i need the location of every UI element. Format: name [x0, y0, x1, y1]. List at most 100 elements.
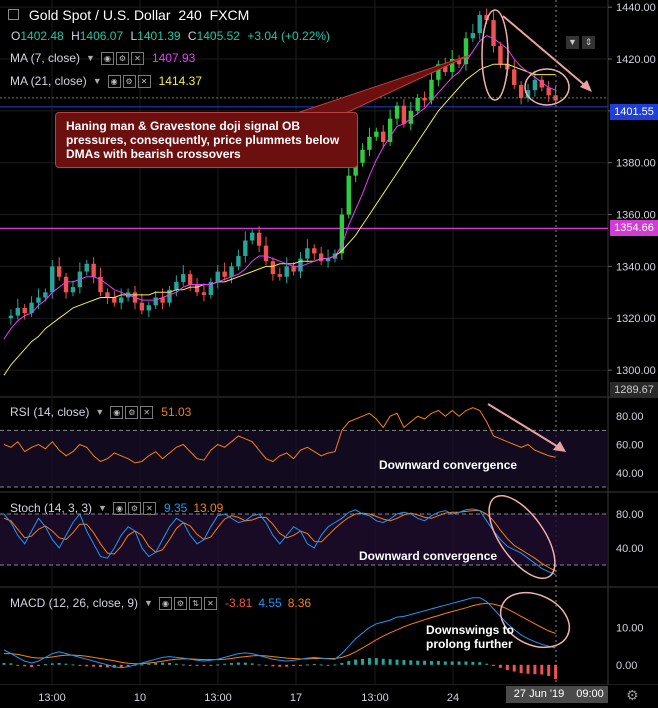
stoch-legend[interactable]: Stoch (14, 3, 3) ▼ ◉ ⚙ ✕ 9.35 13.09: [0, 501, 223, 515]
settings-gear-icon[interactable]: ⚙: [626, 687, 639, 703]
eye-icon[interactable]: ◉: [107, 74, 121, 88]
chevron-down-icon[interactable]: ▼: [86, 53, 95, 63]
macd-histogram-bar: [92, 664, 96, 667]
eye-icon[interactable]: ◉: [110, 405, 124, 419]
candle-body: [401, 105, 407, 124]
eye-icon[interactable]: ◉: [158, 596, 172, 610]
macd-histogram-bar: [512, 664, 516, 672]
candle-body: [305, 248, 310, 259]
macd-histogram-bar: [216, 664, 220, 666]
open-label: O: [11, 29, 21, 43]
eye-icon[interactable]: ◉: [112, 501, 126, 515]
lock-icon[interactable]: ⇅: [188, 596, 202, 610]
macd-histogram-bar: [99, 664, 103, 668]
candle-body: [201, 292, 207, 295]
close-icon[interactable]: ✕: [140, 405, 154, 419]
candle-body: [498, 46, 503, 65]
candle-highlight-ellipse: [481, 9, 509, 101]
candle-body: [463, 38, 469, 65]
candle-body: [367, 136, 372, 150]
macd-line: [3, 597, 556, 669]
candle-body: [146, 305, 151, 311]
macd-histogram-bar: [147, 663, 151, 665]
gear-icon[interactable]: ⚙: [173, 596, 187, 610]
close-icon[interactable]: ✕: [137, 74, 151, 88]
last-price-tag: 1401.55: [610, 104, 658, 120]
macd-histogram-bar: [181, 664, 185, 666]
gear-icon[interactable]: ⚙: [122, 74, 136, 88]
ref-price-tag: 1354.66: [610, 220, 658, 236]
macd-histogram-bar: [498, 664, 502, 668]
rsi-legend[interactable]: RSI (14, close) ▼ ◉ ⚙ ✕ 51.03: [0, 405, 191, 419]
macd-histogram-bar: [519, 664, 523, 674]
bottom-value-tag: 1289.67: [610, 382, 658, 398]
candle-body: [187, 274, 193, 285]
candle-body: [429, 79, 434, 101]
time-tick-label: 13:00: [204, 692, 232, 704]
macd-histogram-bar: [423, 660, 427, 665]
macd-histogram-bar: [526, 664, 530, 674]
candle-body: [167, 289, 172, 303]
macd-label: MACD (12, 26, close, 9): [10, 596, 139, 610]
ma21-legend[interactable]: MA (21, close) ▼ ◉ ⚙ ✕ 1414.37: [0, 74, 202, 88]
candle-body: [408, 110, 414, 124]
trend-arrow: [502, 15, 589, 89]
eye-icon[interactable]: ◉: [100, 51, 114, 65]
candle-body: [43, 292, 48, 298]
macd-histogram-bar: [278, 664, 282, 667]
macd-tick-label: 10.00: [616, 623, 644, 635]
macd-histogram-bar: [174, 663, 178, 665]
macd-histogram-bar: [71, 664, 75, 666]
gear-icon[interactable]: ⚙: [125, 405, 139, 419]
candle-body: [119, 297, 124, 303]
macd-histogram-bar: [167, 662, 171, 665]
stoch-tick-label: 80.00: [616, 509, 644, 521]
macd-histogram-bar: [119, 664, 123, 668]
candle-body: [532, 79, 538, 91]
candle-body: [339, 214, 345, 254]
scroll-down-icon[interactable]: ▼: [566, 36, 579, 49]
doji-highlight-ellipse: [524, 68, 570, 106]
rsi-arrow-head: [553, 441, 566, 452]
close-icon[interactable]: ✕: [142, 501, 156, 515]
macd-histogram-bar: [43, 664, 47, 666]
candle-body: [250, 232, 255, 241]
candle-body: [456, 59, 462, 65]
macd-histogram-bar: [50, 663, 54, 665]
candle-body: [91, 263, 96, 277]
chevron-down-icon[interactable]: ▼: [144, 598, 153, 608]
interval-label: 240: [178, 7, 202, 23]
close-icon[interactable]: ✕: [203, 596, 217, 610]
macd-histogram-bar: [9, 663, 13, 665]
macd-value: 4.55: [258, 596, 282, 610]
macd-signal-value: 8.36: [287, 596, 312, 610]
collapse-icon[interactable]: [8, 9, 19, 20]
macd-legend[interactable]: MACD (12, 26, close, 9) ▼ ◉ ⚙ ⇅ ✕ -3.81 4.5…: [0, 596, 311, 610]
candle-body: [470, 33, 476, 39]
cursor-time-tag: 09:00: [572, 686, 608, 703]
ma7-legend[interactable]: MA (7, close) ▼ ◉ ⚙ ✕ 1407.93: [0, 51, 195, 65]
macd-histogram-bar: [202, 664, 206, 666]
rsi-tick-label: 60.00: [616, 440, 644, 452]
candle-body: [449, 59, 455, 72]
stoch-d-value: 13.09: [193, 501, 224, 515]
cursor-date-tag: 27 Jun '19: [506, 686, 572, 703]
chevron-down-icon[interactable]: ▼: [95, 407, 105, 417]
candle-body: [36, 297, 41, 303]
price-tick-label: 1300.00: [616, 365, 656, 377]
gear-icon[interactable]: ⚙: [115, 51, 129, 65]
candle-body: [160, 297, 165, 303]
rsi-trend-arrow: [487, 403, 561, 449]
close-icon[interactable]: ✕: [130, 51, 144, 65]
ma7-line: [3, 35, 556, 340]
candle-body: [346, 175, 351, 215]
low-value: 1401.39: [137, 29, 181, 43]
maximize-icon[interactable]: ⇕: [582, 36, 595, 49]
gear-icon[interactable]: ⚙: [127, 501, 141, 515]
candle-body: [63, 276, 69, 293]
macd-highlight-ellipse: [499, 591, 571, 649]
chevron-down-icon[interactable]: ▼: [92, 76, 102, 86]
chevron-down-icon[interactable]: ▼: [98, 503, 107, 513]
macd-histogram-bar: [195, 664, 199, 666]
time-tick-label: 13:00: [38, 692, 66, 704]
